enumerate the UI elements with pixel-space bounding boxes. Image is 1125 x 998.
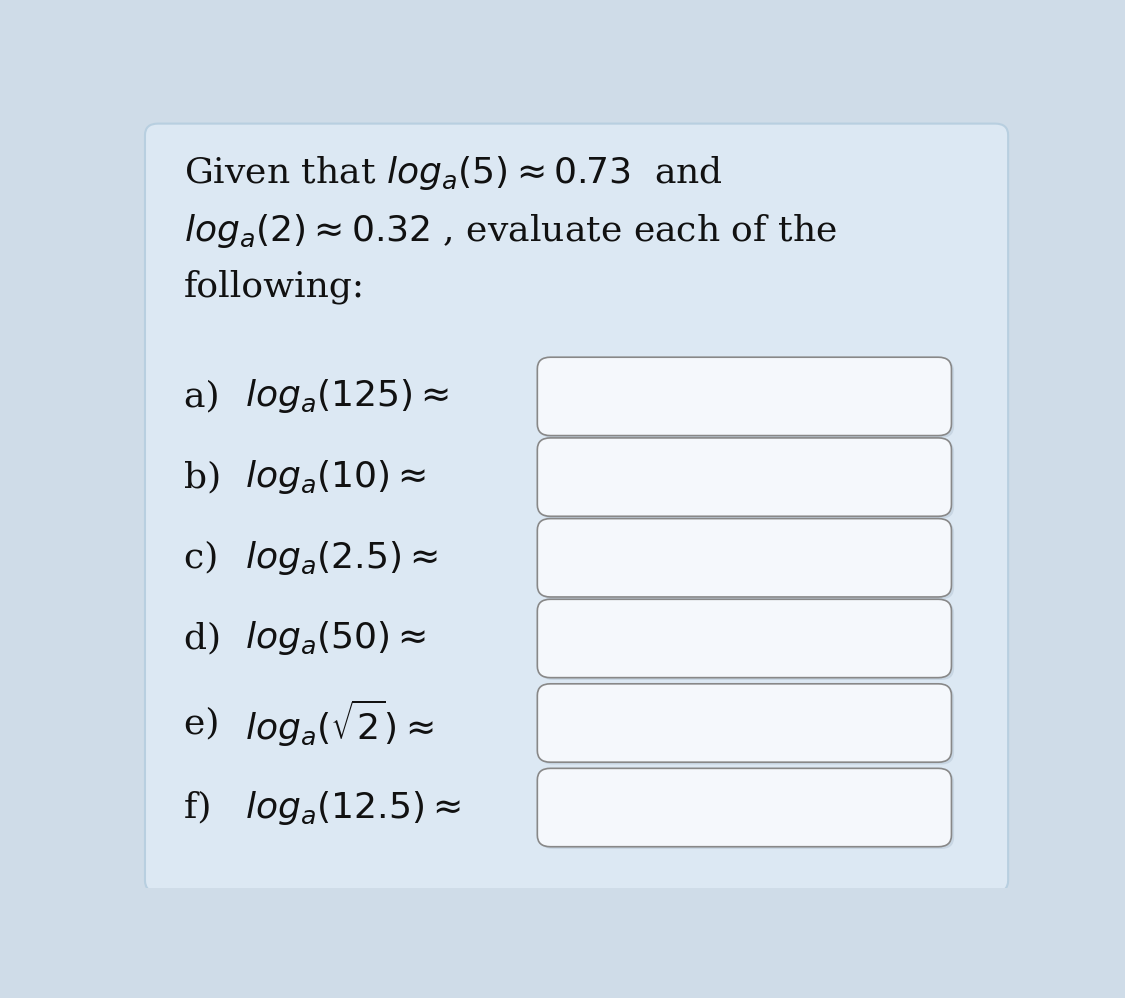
Text: $\mathit{log}_{a}(125) \approx$: $\mathit{log}_{a}(125) \approx$ xyxy=(245,377,449,415)
Text: $\mathit{log}_{a}(2) \approx 0.32$ , evaluate each of the: $\mathit{log}_{a}(2) \approx 0.32$ , eva… xyxy=(184,212,837,250)
Text: b): b) xyxy=(184,460,233,494)
Text: c): c) xyxy=(184,541,231,575)
FancyBboxPatch shape xyxy=(538,519,952,597)
FancyBboxPatch shape xyxy=(540,770,954,849)
Text: following:: following: xyxy=(184,269,366,304)
FancyBboxPatch shape xyxy=(538,599,952,678)
FancyBboxPatch shape xyxy=(538,357,952,435)
Text: $\mathit{log}_{a}(12.5) \approx$: $\mathit{log}_{a}(12.5) \approx$ xyxy=(245,788,461,826)
Text: $\mathit{log}_{a}(\sqrt{2}) \approx$: $\mathit{log}_{a}(\sqrt{2}) \approx$ xyxy=(245,698,434,748)
FancyBboxPatch shape xyxy=(145,124,1008,892)
FancyBboxPatch shape xyxy=(538,768,952,846)
FancyBboxPatch shape xyxy=(538,684,952,762)
Text: a): a) xyxy=(184,379,232,413)
Text: $\mathit{log}_{a}(50) \approx$: $\mathit{log}_{a}(50) \approx$ xyxy=(245,620,426,658)
Text: $\mathit{log}_{a}(10) \approx$: $\mathit{log}_{a}(10) \approx$ xyxy=(245,458,426,496)
FancyBboxPatch shape xyxy=(540,686,954,764)
FancyBboxPatch shape xyxy=(538,438,952,516)
Text: f): f) xyxy=(184,790,223,824)
FancyBboxPatch shape xyxy=(540,521,954,599)
Text: $\mathit{log}_{a}(2.5) \approx$: $\mathit{log}_{a}(2.5) \approx$ xyxy=(245,539,438,577)
Text: Given that $\mathit{log}_{a}(5) \approx 0.73$  and: Given that $\mathit{log}_{a}(5) \approx … xyxy=(184,155,723,193)
FancyBboxPatch shape xyxy=(540,359,954,438)
FancyBboxPatch shape xyxy=(540,440,954,519)
Text: d): d) xyxy=(184,622,233,656)
Text: e): e) xyxy=(184,706,232,740)
FancyBboxPatch shape xyxy=(540,602,954,680)
